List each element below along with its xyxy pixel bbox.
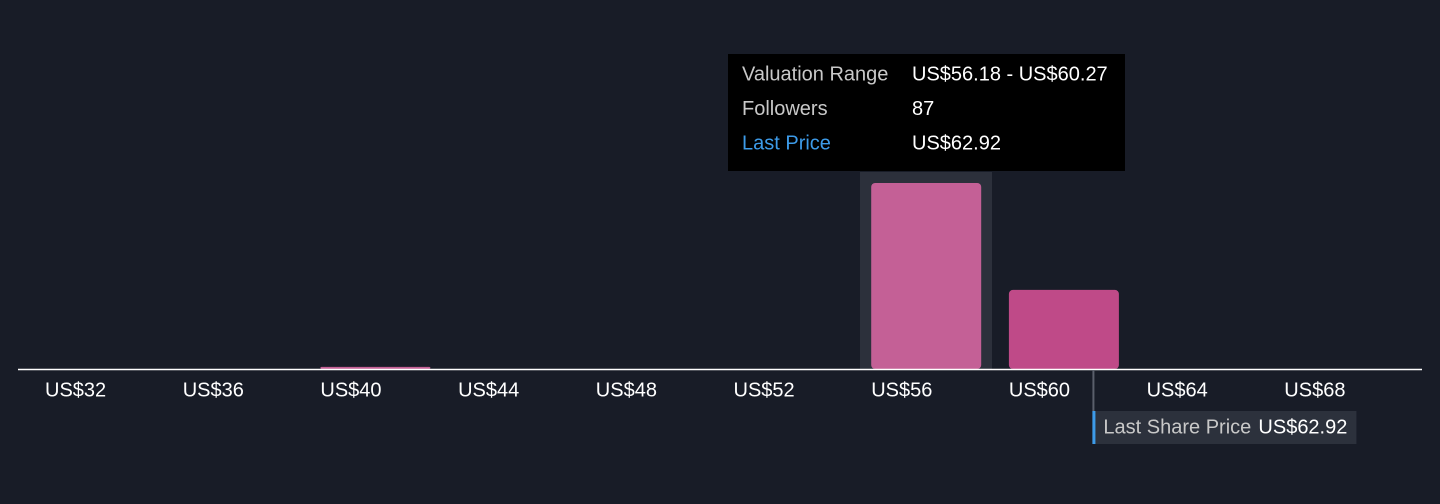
last-price-accent [1092,411,1096,444]
x-tick-label: US$68 [1284,379,1345,401]
tooltip-value: US$56.18 - US$60.27 [912,63,1108,85]
tooltip-box [728,54,1125,171]
tooltip-label: Last Price [742,132,831,154]
x-tick-label: US$36 [183,379,244,401]
x-tick-label: US$52 [734,379,795,401]
x-tick-label: US$40 [320,379,381,401]
x-tick-label: US$56 [871,379,932,401]
x-tick-label: US$60 [1009,379,1070,401]
tooltip-label: Valuation Range [742,63,888,85]
bar [871,183,982,369]
tooltip-value: 87 [912,98,934,120]
x-tick-label: US$32 [45,379,106,401]
bar [320,366,431,369]
x-tick-label: US$64 [1147,379,1208,401]
x-tick-label: US$48 [596,379,657,401]
tooltip-value: US$62.92 [912,132,1001,154]
bar [1008,289,1119,369]
last-price-value: US$62.92 [1258,416,1347,438]
last-price-label: Last Share Price [1103,416,1251,438]
last-price-box [1093,411,1357,444]
x-tick-label: US$44 [458,379,519,401]
tooltip-label: Followers [742,98,828,120]
tooltip: Valuation Range US$56.18 - US$60.27 Follow… [728,54,1125,171]
